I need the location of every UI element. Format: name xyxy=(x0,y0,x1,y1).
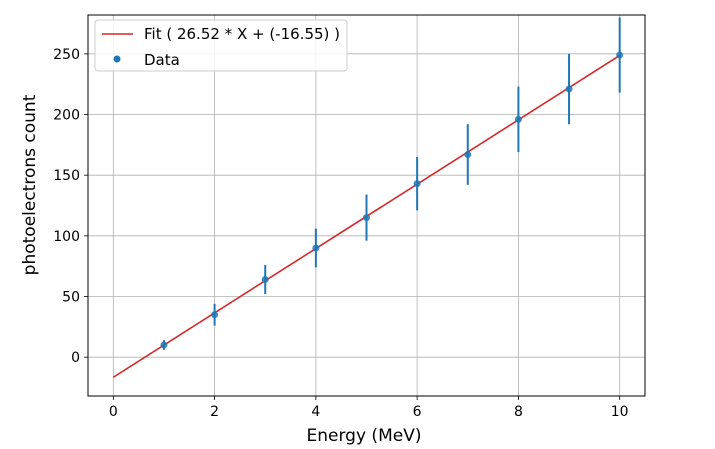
y-tick-label: 0 xyxy=(71,350,80,366)
y-tick-label: 150 xyxy=(53,168,80,184)
x-tick-label: 4 xyxy=(311,404,320,420)
data-point xyxy=(464,151,472,159)
y-tick-label: 200 xyxy=(53,107,80,123)
legend: Fit ( 26.52 * X + (-16.55) ) Data xyxy=(94,19,348,72)
x-tick-label: 2 xyxy=(210,404,219,420)
x-tick-label: 0 xyxy=(109,404,118,420)
data-point xyxy=(565,85,573,93)
data-point xyxy=(514,115,522,123)
data-point xyxy=(211,311,219,319)
data-point xyxy=(413,180,421,188)
data-series xyxy=(160,17,624,350)
data-point xyxy=(160,341,168,349)
y-tick-label: 50 xyxy=(62,290,80,306)
data-point xyxy=(363,214,370,222)
y-tick-label: 250 xyxy=(53,47,80,63)
x-tick-label: 10 xyxy=(611,404,629,420)
data-point xyxy=(616,51,624,59)
legend-data-label: Data xyxy=(144,51,180,69)
x-tick-label: 8 xyxy=(514,404,523,420)
plot-frame xyxy=(87,14,646,397)
legend-box xyxy=(94,19,348,72)
legend-data-marker xyxy=(113,55,121,63)
x-tick-label: 6 xyxy=(413,404,422,420)
y-tick-label: 100 xyxy=(53,229,80,245)
x-axis-title: Energy (MeV) xyxy=(307,426,422,446)
data-point xyxy=(261,276,269,284)
legend-fit-label: Fit ( 26.52 * X + (-16.55) ) xyxy=(144,25,340,43)
y-axis-title: photoelectrons count xyxy=(20,94,40,275)
data-point xyxy=(312,244,320,252)
